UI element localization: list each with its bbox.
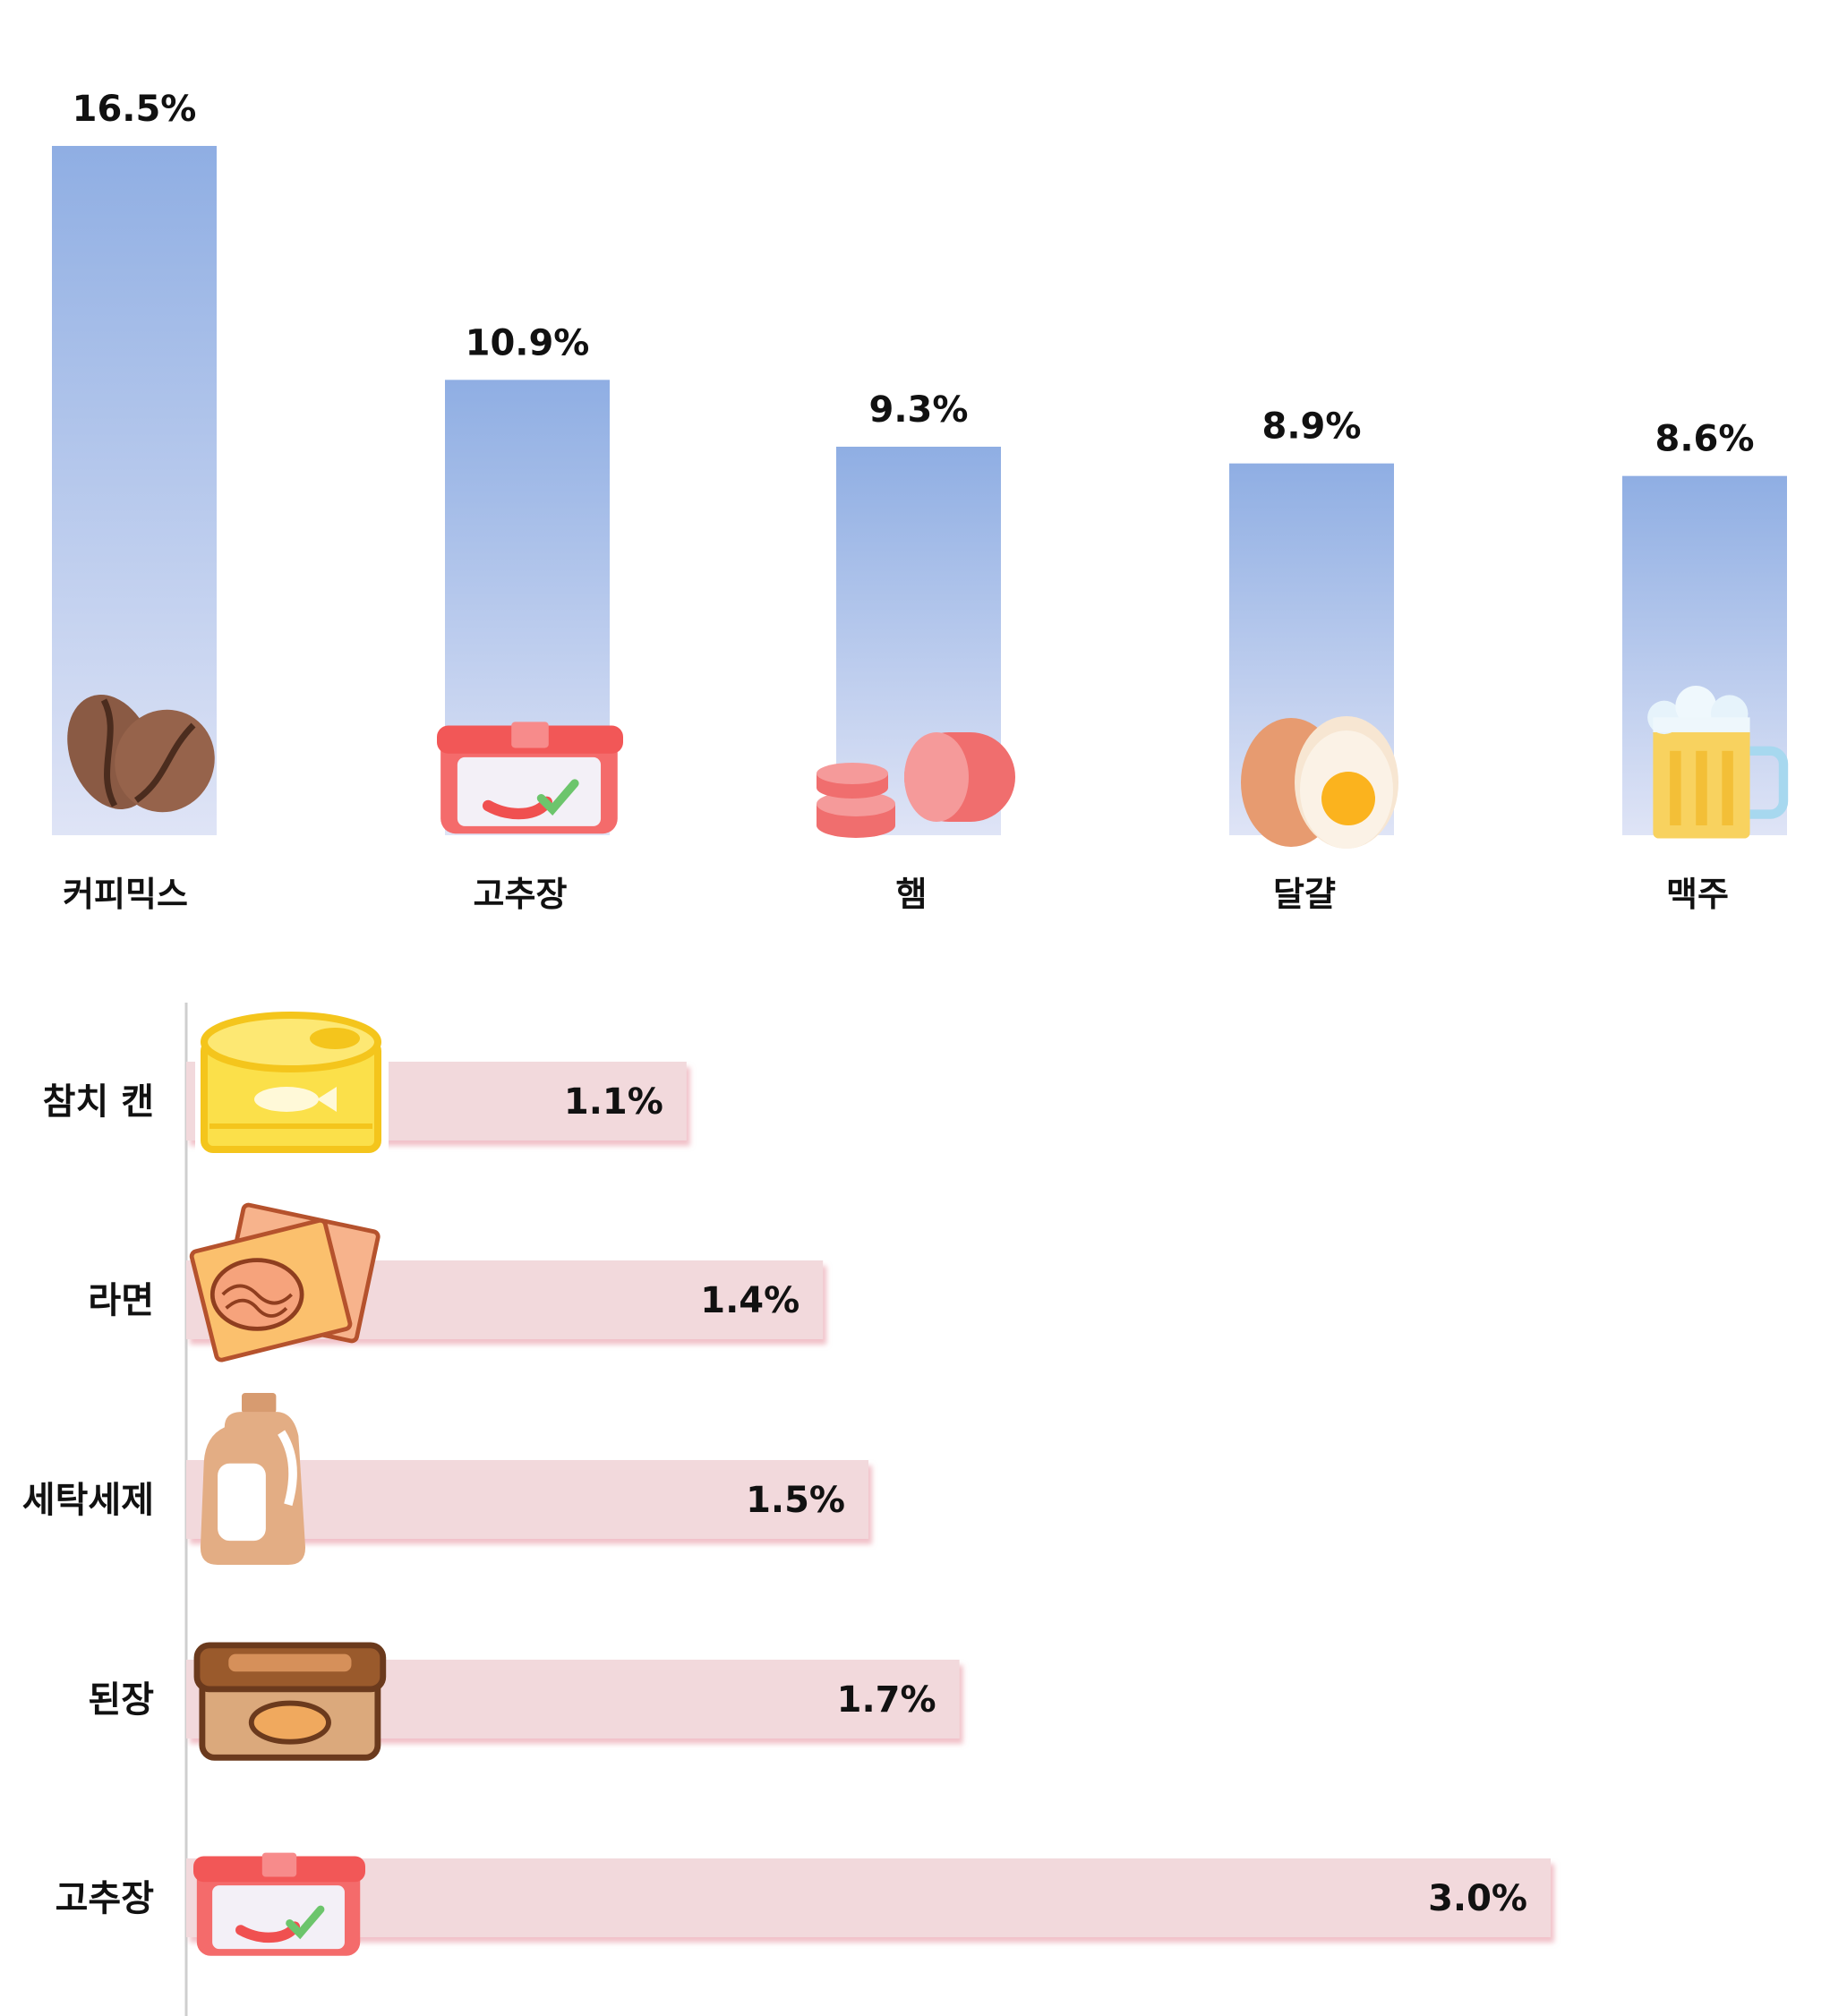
- data-label: 16.5%: [73, 89, 197, 130]
- coffee-beans-icon: [67, 695, 215, 813]
- x-tick-label: 맥주: [1666, 875, 1729, 914]
- data-label: 10.9%: [466, 322, 590, 363]
- tuna-can-icon: [201, 1012, 381, 1153]
- y-tick-label: 참치 캔: [43, 1081, 154, 1123]
- y-tick-label: 된장: [88, 1679, 154, 1721]
- x-tick-label: 햄: [896, 875, 928, 914]
- ramen-pack-icon: [189, 1202, 381, 1363]
- data-label: 1.5%: [746, 1480, 845, 1521]
- data-label: 8.6%: [1655, 419, 1755, 460]
- bar: [186, 1858, 1551, 1937]
- x-tick-label: 고추장: [474, 875, 568, 914]
- x-tick-label: 커피믹스: [63, 875, 188, 914]
- bottom-bar-chart: 1.1% 참치 캔 1.4% 라면 1.5% 세탁세제 1.7% 된장 3.0% 고추장: [22, 1003, 1551, 2016]
- data-label: 9.3%: [869, 389, 969, 431]
- gochujang-tub-icon: [437, 722, 623, 834]
- data-label: 1.4%: [700, 1280, 800, 1321]
- y-tick-label: 고추장: [56, 1878, 155, 1919]
- x-tick-label: 달걀: [1273, 875, 1336, 914]
- gochujang-tub-icon: [193, 1852, 365, 1956]
- data-label: 8.9%: [1262, 406, 1362, 448]
- beer-mug-icon: [1647, 686, 1789, 839]
- top-bar-chart: 16.5% 커피믹스 10.9% 고추장 9.3% 햄 8.9% 달걀 8.6% 맥주: [52, 89, 1789, 914]
- data-label: 3.0%: [1428, 1878, 1527, 1919]
- y-tick-label: 라면: [88, 1280, 154, 1321]
- y-tick-label: 세탁세제: [22, 1480, 154, 1521]
- data-label: 1.1%: [564, 1081, 663, 1123]
- ham-icon: [817, 732, 1015, 838]
- data-label: 1.7%: [837, 1679, 936, 1721]
- detergent-bottle-icon: [200, 1393, 306, 1565]
- doenjang-tub-icon: [193, 1642, 387, 1761]
- egg-icon: [1241, 716, 1398, 849]
